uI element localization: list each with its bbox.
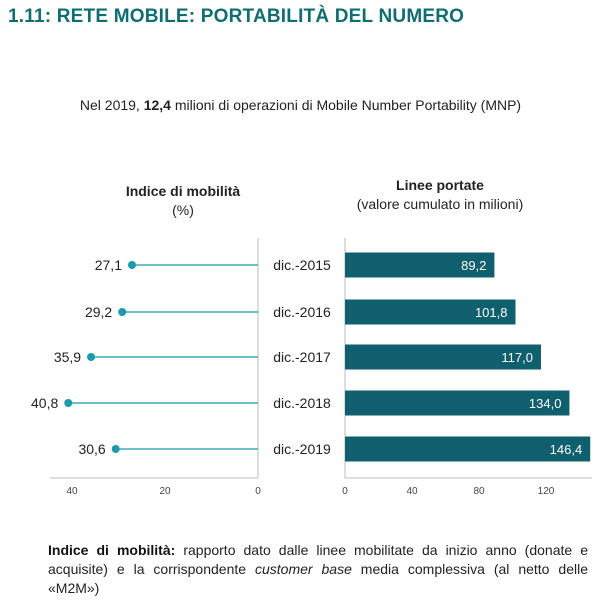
mobility-index-title: Indice di mobilità	[125, 183, 241, 199]
mobility-tick-label: 20	[159, 486, 171, 497]
ported-value-label: 89,2	[461, 258, 486, 273]
ported-bar	[345, 390, 570, 416]
ported-tick-label: 120	[538, 486, 555, 497]
mnp-chart: 40 20 0 27,1 29,2 35,9 40,8 30,6 dic.-2015 dic.-2…	[31, 238, 592, 497]
footnote-emphasis: customer base	[254, 561, 352, 577]
mobility-point	[127, 261, 136, 269]
mobility-index-header: Indice di mobilità (%)	[103, 182, 263, 220]
ported-value-label: 146,4	[550, 442, 583, 457]
mobility-index-unit: (%)	[172, 202, 194, 218]
mobility-value-label: 35,9	[54, 349, 81, 365]
ported-bar	[345, 436, 591, 462]
ported-lines-header: Linee portate (valore cumulato in milion…	[330, 176, 550, 214]
mobility-tick-label: 0	[255, 486, 261, 497]
ported-bar	[345, 299, 516, 325]
ported-tick-label: 80	[473, 486, 485, 497]
mobility-tick-label: 40	[66, 486, 78, 497]
ported-lines-unit: (valore cumulato in milioni)	[356, 196, 524, 212]
chart-subtitle: Nel 2019, 12,4 milioni di operazioni di …	[0, 97, 601, 113]
mobility-value-label: 27,1	[95, 257, 122, 273]
ported-lines-title: Linee portate	[396, 177, 484, 193]
ported-bar	[345, 344, 541, 370]
mobility-value-label: 40,8	[31, 395, 58, 411]
footnote: Indice di mobilità: rapporto dato dalle …	[48, 541, 588, 598]
mobility-point	[87, 353, 96, 361]
category-label: dic.-2017	[273, 349, 331, 365]
category-label: dic.-2018	[273, 395, 331, 411]
subtitle-highlight: 12,4	[143, 97, 171, 113]
category-label: dic.-2015	[273, 257, 331, 273]
mobility-point	[64, 399, 73, 407]
ported-bar	[345, 252, 495, 278]
mobility-point	[111, 445, 120, 453]
ported-value-label: 117,0	[501, 350, 533, 365]
footnote-text-after: media complessiva (al netto delle «M2M»)	[48, 561, 588, 596]
mobility-value-label: 29,2	[85, 304, 112, 320]
mobility-value-label: 30,6	[78, 441, 105, 457]
ported-tick-label: 40	[406, 486, 418, 497]
footnote-text-before: rapporto dato dalle linee mobilitate da …	[48, 542, 588, 577]
ported-value-label: 134,0	[529, 396, 562, 411]
ported-tick-label: 0	[342, 486, 348, 497]
mobility-point	[118, 308, 127, 316]
category-label: dic.-2019	[273, 441, 331, 457]
footnote-term: Indice di mobilità:	[48, 542, 176, 558]
category-label: dic.-2016	[273, 304, 331, 320]
subtitle-suffix: milioni di operazioni di Mobile Number P…	[170, 97, 522, 113]
page-title: 1.11: RETE MOBILE: PORTABILITÀ DEL NUMER…	[8, 6, 465, 27]
ported-value-label: 101,8	[475, 305, 508, 320]
subtitle-prefix: Nel 2019,	[79, 97, 144, 113]
